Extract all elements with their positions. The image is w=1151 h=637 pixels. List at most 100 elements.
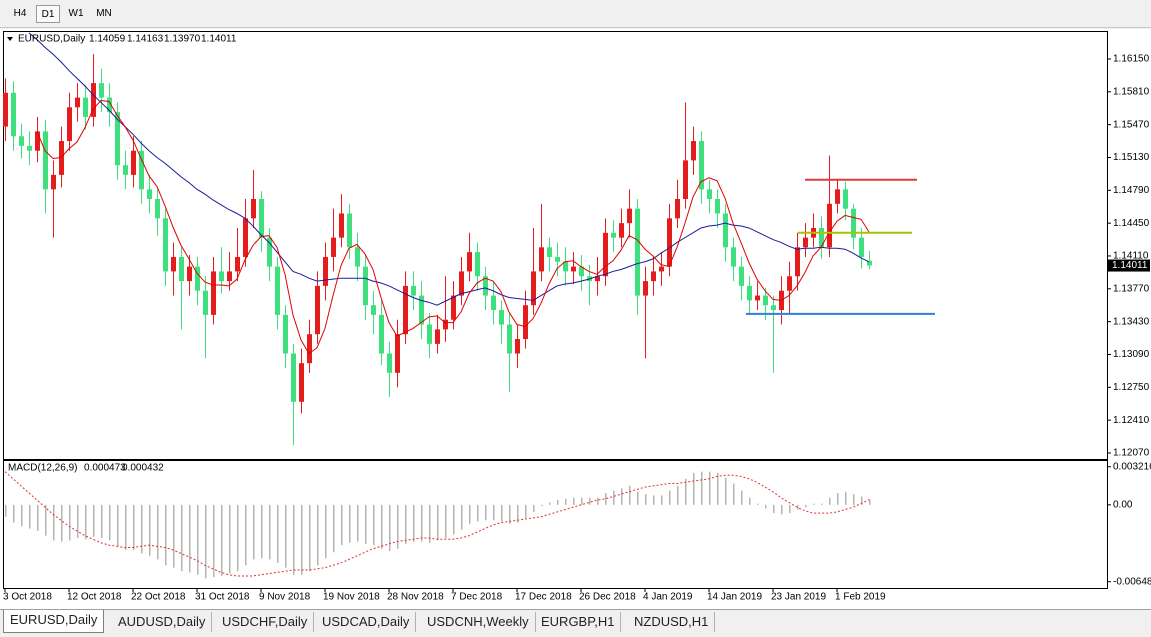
macd-histogram-bar [397, 504, 399, 549]
macd-histogram-bar [245, 504, 247, 566]
x-tick-label: 1 Feb 2019 [835, 592, 886, 603]
ohlc-label: 1.14163 [127, 34, 164, 45]
candle-body [163, 218, 168, 272]
macd-histogram-bar [149, 504, 151, 556]
macd-histogram-bar [485, 504, 487, 521]
ohlc-label: 1.14011 [201, 34, 237, 45]
macd-histogram-bar [181, 504, 183, 572]
macd-histogram-bar [5, 504, 7, 517]
y-tick-label: 1.15470 [1113, 119, 1150, 130]
candle-body [203, 290, 208, 315]
timeframe-button[interactable]: D1 [36, 5, 60, 23]
candle-body [363, 266, 368, 306]
macd-histogram-bar [293, 504, 295, 575]
symbol-tab[interactable]: AUDUSD,Daily [112, 612, 213, 632]
macd-histogram-bar [325, 504, 327, 559]
macd-histogram-bar [157, 504, 159, 560]
candle-body [331, 237, 336, 257]
macd-histogram-bar [317, 504, 319, 566]
macd-histogram-bar [829, 497, 831, 505]
macd-histogram-bar [613, 490, 615, 505]
macd-histogram-bar [781, 504, 783, 515]
x-tick-label: 22 Oct 2018 [131, 592, 186, 603]
x-tick-label: 31 Oct 2018 [195, 592, 250, 603]
candle-body [803, 237, 808, 248]
candle-body [491, 295, 496, 311]
macd-histogram-bar [109, 504, 111, 541]
candle-body [467, 252, 472, 272]
x-tick-label: 12 Oct 2018 [67, 592, 122, 603]
timeframe-button[interactable]: H4 [13, 8, 27, 19]
macd-histogram-bar [221, 504, 223, 576]
x-tick-label: 19 Nov 2018 [323, 592, 380, 603]
candle-body [659, 266, 664, 272]
candle-body [51, 174, 56, 190]
macd-histogram-bar [421, 504, 423, 542]
candle-body [787, 276, 792, 291]
symbol-tab[interactable]: USDCNH,Weekly [421, 612, 536, 632]
macd-histogram-bar [853, 494, 855, 505]
candle-body [563, 261, 568, 272]
symbol-tab[interactable]: USDCHF,Daily [216, 612, 315, 632]
macd-histogram-bar [389, 504, 391, 552]
macd-histogram-bar [365, 504, 367, 544]
macd-histogram-bar [117, 504, 119, 547]
candle-body [723, 213, 728, 248]
candle-body [795, 247, 800, 277]
macd-histogram-bar [541, 504, 543, 507]
macd-histogram-bar [229, 504, 231, 574]
candle-body [395, 334, 400, 373]
timeframe-button[interactable]: W1 [68, 8, 84, 19]
macd-histogram-bar [469, 504, 471, 524]
candle-body [43, 131, 48, 190]
y-tick-label: 1.14790 [1113, 185, 1150, 196]
y-tick-label: 1.13090 [1113, 349, 1150, 360]
symbol-tab[interactable]: EURGBP,H1 [535, 612, 622, 632]
candle-body [251, 199, 256, 219]
candle-body [739, 266, 744, 286]
candle-body [755, 295, 760, 301]
macd-histogram-bar [797, 504, 799, 510]
candle-body [651, 271, 656, 282]
y-tick-label: 1.12410 [1113, 415, 1150, 426]
y-tick-label: 1.12750 [1113, 382, 1150, 393]
macd-histogram-bar [141, 504, 143, 554]
symbol-tab[interactable]: USDCAD,Daily [316, 612, 417, 632]
candle-body [635, 208, 640, 296]
macd-histogram-bar [341, 504, 343, 546]
candle-body [435, 329, 440, 344]
macd-histogram-bar [61, 504, 63, 542]
timeframe-button[interactable]: MN [96, 8, 112, 19]
candle-body [595, 276, 600, 282]
macd-histogram-bar [509, 504, 511, 524]
candle-body [419, 295, 424, 325]
macd-histogram-bar [405, 504, 407, 544]
macd-histogram-bar [13, 504, 15, 523]
y-tick-label: 1.15810 [1113, 86, 1150, 97]
menu-triangle [7, 37, 13, 41]
candle-body [571, 266, 576, 272]
symbol-tab[interactable]: NZDUSD,H1 [628, 612, 716, 632]
candle-body [379, 314, 384, 354]
candle-body [355, 247, 360, 267]
macd-histogram-bar [733, 483, 735, 505]
macd-histogram-bar [845, 491, 847, 505]
candle-body [507, 324, 512, 354]
macd-histogram-bar [517, 504, 519, 523]
price-label-box [1108, 259, 1150, 272]
macd-histogram-bar [125, 504, 127, 550]
x-tick-label: 14 Jan 2019 [707, 592, 762, 603]
candle-body [91, 83, 96, 117]
macd-histogram-bar [709, 471, 711, 505]
macd-histogram-bar [253, 504, 255, 560]
symbol-tab[interactable]: EURUSD,Daily [3, 610, 105, 633]
current-price-label: 1.14011 [1112, 260, 1148, 271]
candle-body [347, 213, 352, 248]
candle-body [243, 218, 248, 257]
signal-value: 0.000432 [122, 463, 164, 474]
chart-background [0, 29, 1151, 609]
candle-body [427, 324, 432, 344]
macd-histogram-bar [373, 504, 375, 546]
timeframe-toolbar: H4 D1 W1 MN [0, 0, 1151, 28]
ohlc-label: 1.14059 [89, 34, 126, 45]
